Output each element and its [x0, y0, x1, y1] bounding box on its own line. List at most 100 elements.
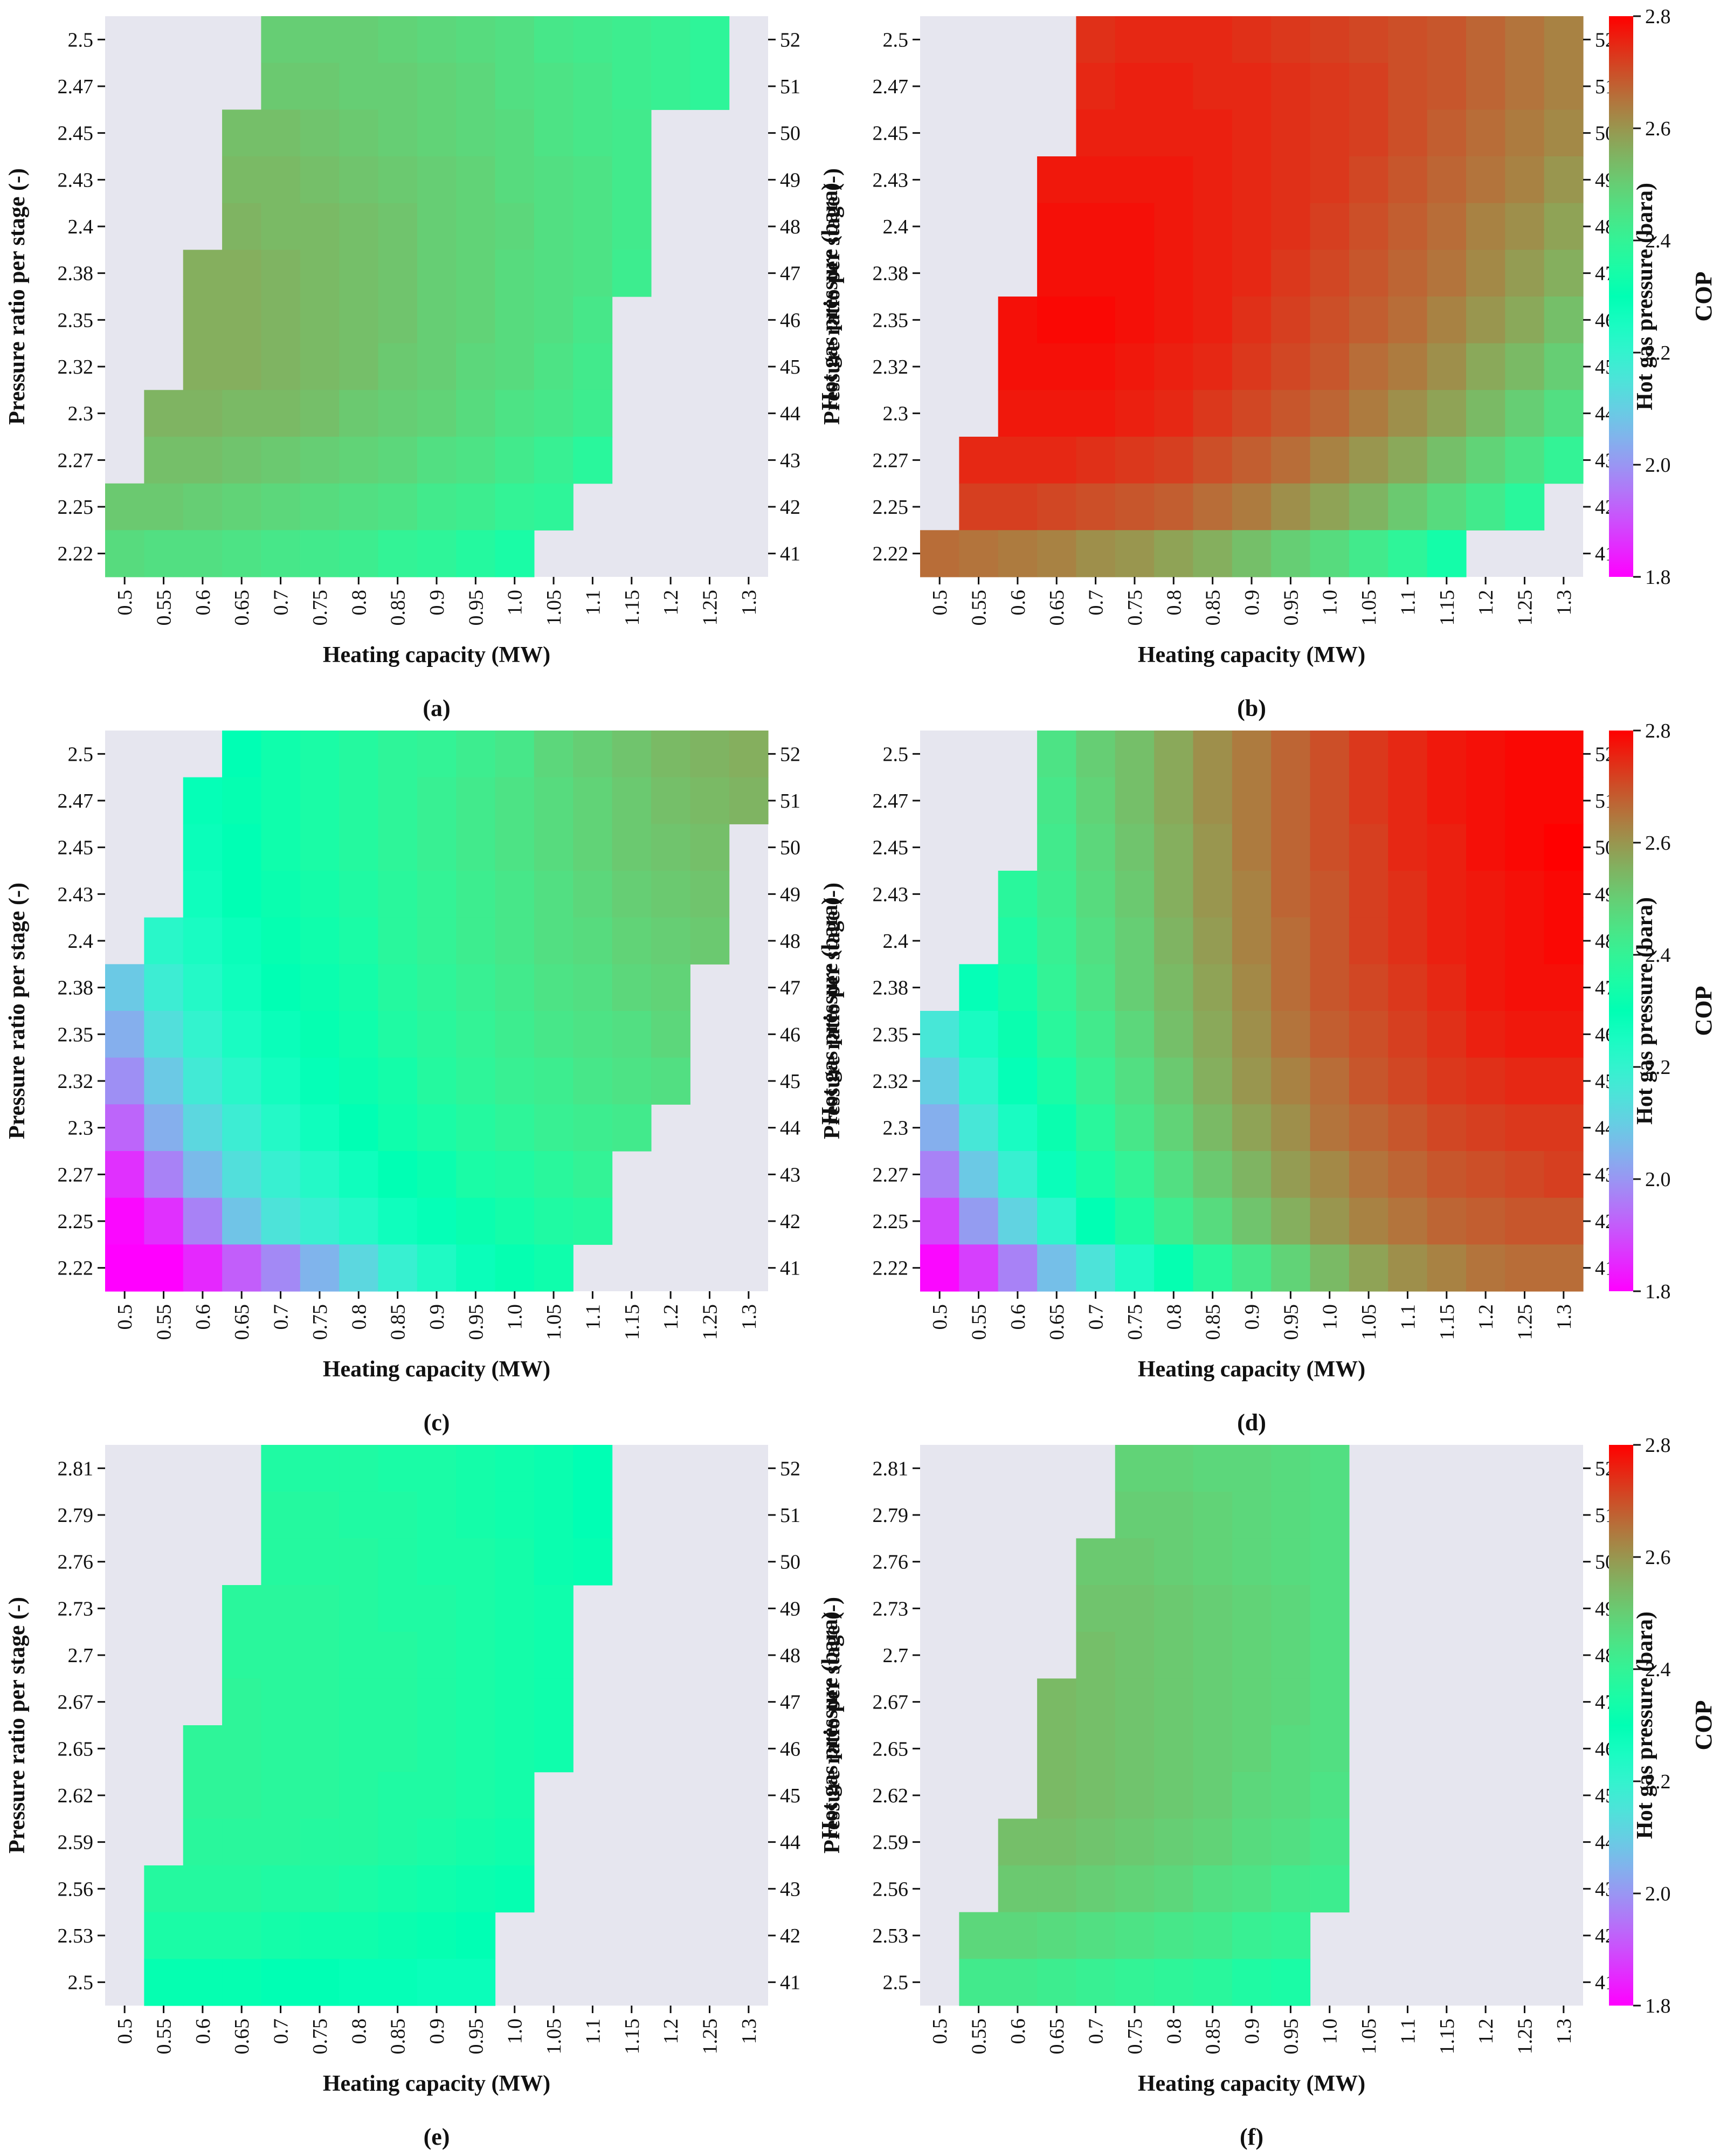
y-right-tick-label: 46 [780, 309, 800, 332]
heatmap-cell [1388, 871, 1428, 918]
heatmap-cell [998, 871, 1038, 918]
colorbar-tick-label: 2.8 [1645, 720, 1671, 742]
heatmap-cell [1310, 156, 1350, 204]
y-tick-label: 2.45 [58, 122, 94, 145]
heatmap-cell [417, 731, 457, 778]
colorbar-tick-label: 2.4 [1645, 944, 1671, 967]
heatmap-cell [534, 1678, 574, 1726]
heatmap-cell [1076, 1772, 1116, 1819]
x-tick-label: 1.25 [699, 2019, 721, 2055]
heatmap-cell [1310, 1585, 1350, 1633]
heatmap-cell [456, 1151, 496, 1198]
heatmap-cell [1115, 297, 1155, 344]
heatmap-cell [339, 1631, 379, 1679]
x-tick-label: 0.7 [270, 590, 293, 616]
y-axis-label: Pressure ratio per stage (-) [820, 168, 845, 425]
x-tick-label: 1.3 [738, 2019, 761, 2044]
heatmap-cell [1193, 1725, 1233, 1773]
heatmap-cell [1076, 1151, 1116, 1198]
heatmap-cell [495, 1151, 535, 1198]
heatmap-cell [1427, 1011, 1467, 1058]
heatmap-cell [1193, 1772, 1233, 1819]
heatmap-cell [998, 1011, 1038, 1058]
y-tick-label: 2.81 [58, 1457, 94, 1480]
heatmap-cell [105, 1057, 144, 1105]
heatmap-cell [417, 390, 457, 437]
heatmap-cell [690, 63, 730, 110]
heatmap-cell [456, 109, 496, 157]
y-tick-label: 2.4 [883, 216, 909, 238]
colorbar-tick-label: 2.6 [1645, 832, 1671, 855]
heatmap-cell [1076, 297, 1116, 344]
heatmap-cell [339, 1057, 379, 1105]
heatmap-cell [920, 530, 959, 577]
y-tick-label: 2.65 [873, 1738, 909, 1760]
heatmap-cell [1193, 731, 1233, 778]
heatmap-cell [1349, 1151, 1389, 1198]
y-right-tick-label: 51 [780, 790, 800, 812]
heatmap-cell [1232, 1011, 1272, 1058]
heatmap-cell [1349, 530, 1389, 577]
y-right-tick-label: 42 [780, 1925, 800, 1947]
heatmap-cell [417, 824, 457, 871]
x-tick-label: 0.8 [1163, 590, 1185, 616]
x-tick-label: 1.15 [1436, 590, 1459, 626]
heatmap-cell [378, 343, 418, 390]
heatmap-cell [417, 1538, 457, 1586]
heatmap-cell [1310, 1772, 1350, 1819]
heatmap-cell [1076, 1959, 1116, 2006]
heatmap-cell [261, 1445, 301, 1492]
heatmap-cell [1466, 1057, 1505, 1105]
heatmap-cell [417, 483, 457, 531]
heatmap-cell [417, 343, 457, 390]
heatmap-cell [1310, 1725, 1350, 1773]
heatmap-cell [1388, 483, 1428, 531]
heatmap-cell [959, 530, 999, 577]
y-tick-label: 2.73 [58, 1597, 94, 1620]
heatmap-cell [378, 1011, 418, 1058]
heatmap-cell [456, 1538, 496, 1586]
colorbar-tick-label: 1.8 [1645, 1995, 1671, 2017]
heatmap-cell [1037, 777, 1077, 824]
heatmap-cell [1466, 1011, 1505, 1058]
heatmap-cell [1037, 1772, 1077, 1819]
heatmap-cell [1232, 1151, 1272, 1198]
heatmap-cell [651, 917, 690, 965]
heatmap-cell [1193, 16, 1233, 64]
heatmap-cell [144, 1011, 184, 1058]
heatmap-cell [222, 1819, 262, 1866]
y-tick-label: 2.32 [873, 356, 909, 378]
x-tick-label: 1.15 [621, 1304, 644, 1340]
heatmap-cell [339, 777, 379, 824]
heatmap-cell [495, 437, 535, 484]
heatmap-cell [1193, 156, 1233, 204]
heatmap-cell [1466, 1151, 1505, 1198]
heatmap-cell [1232, 871, 1272, 918]
heatmap-cell [1154, 1585, 1194, 1633]
heatmap-cell [261, 63, 301, 110]
heatmap-cell [105, 1197, 144, 1245]
heatmap-cell [339, 1819, 379, 1866]
colorbar: 2.8 2.6 2.4 2.2 2.0 1.8 COP [1609, 1434, 1717, 2017]
heatmap-cell [222, 1057, 262, 1105]
x-tick-label: 0.75 [1124, 2019, 1146, 2055]
heatmap-cell [417, 1197, 457, 1245]
heatmap-cell [378, 437, 418, 484]
y-right-tick-label: 45 [780, 1785, 800, 1807]
x-tick-label: 1.3 [1553, 2019, 1576, 2044]
x-tick-label: 0.55 [968, 1304, 991, 1340]
heatmap-cell [300, 63, 340, 110]
y-right-tick-label: 44 [780, 1117, 800, 1140]
heatmap-cell [1115, 1445, 1155, 1492]
heatmap-cell [1388, 1197, 1428, 1245]
heatmap-cell [1154, 1445, 1194, 1492]
heatmap-cell [1193, 871, 1233, 918]
heatmap-cell [573, 109, 613, 157]
heatmap-cell [144, 530, 184, 577]
heatmap-cell [1193, 297, 1233, 344]
heatmap-cell [1271, 250, 1311, 297]
heatmap-cell [105, 1244, 144, 1292]
x-tick-label: 1.1 [1397, 590, 1419, 616]
colorbar-tick-label: 2.0 [1645, 1168, 1671, 1191]
heatmap-cell [378, 1912, 418, 1959]
